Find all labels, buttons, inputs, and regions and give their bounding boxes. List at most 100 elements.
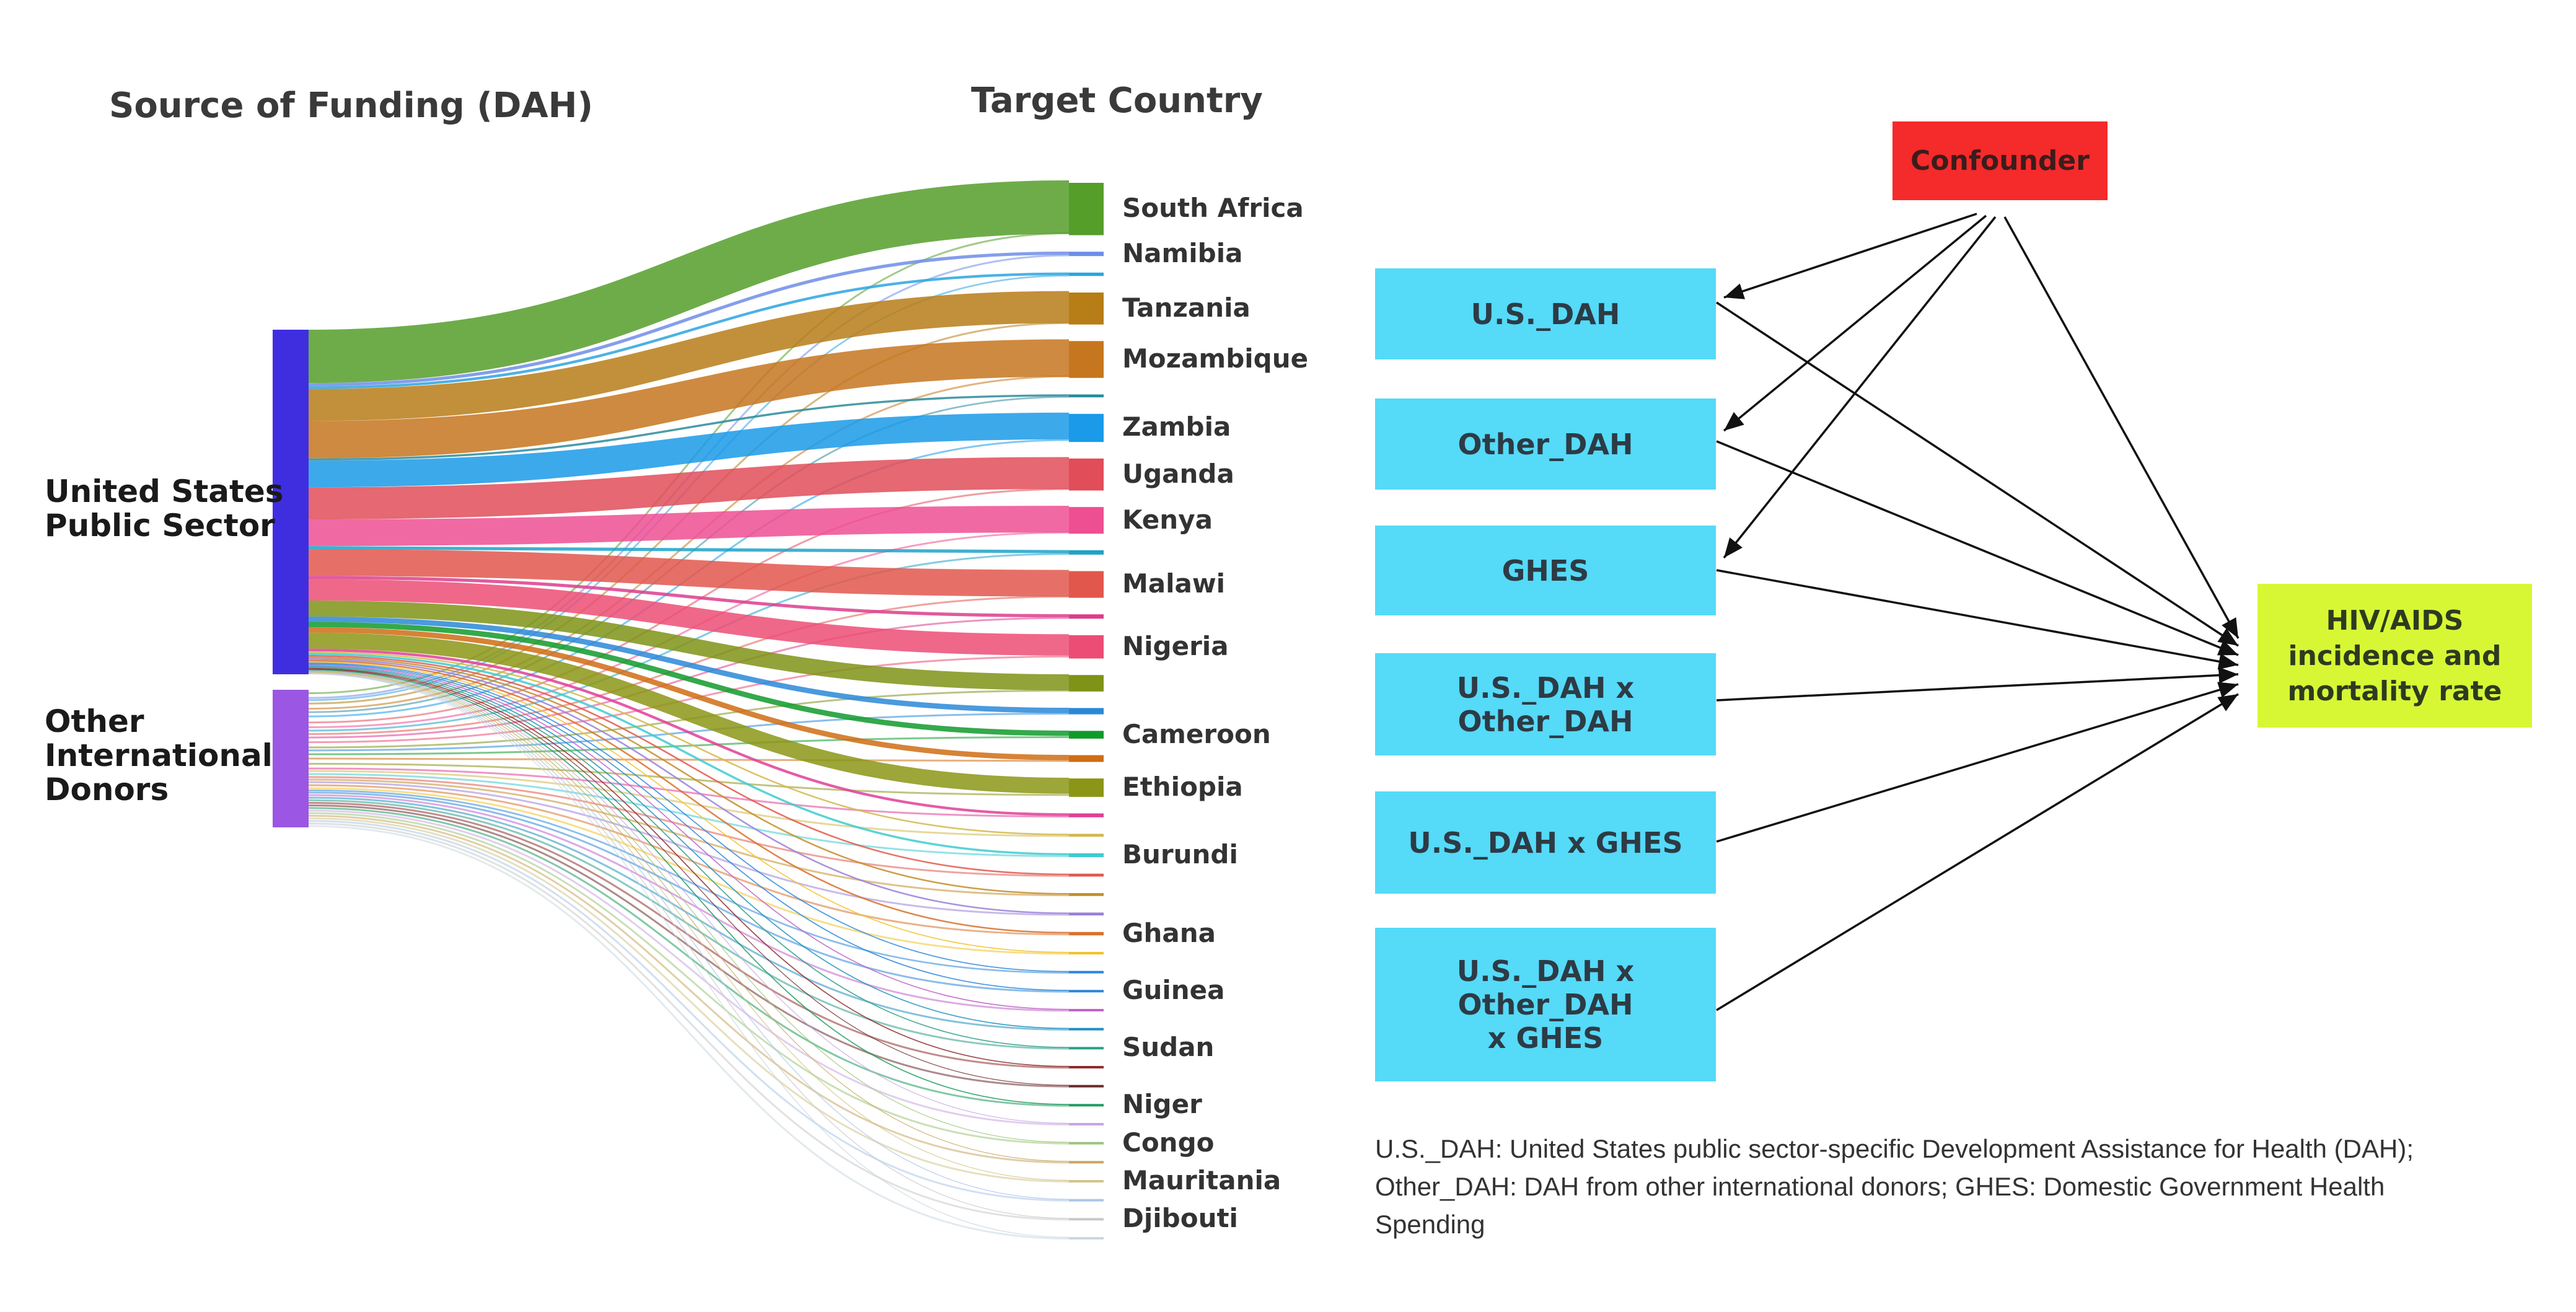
sankey-link-us bbox=[308, 648, 1070, 816]
sankey-link-other bbox=[308, 736, 1070, 755]
sankey-link-other bbox=[308, 655, 1070, 744]
target-label: Niger bbox=[1122, 1089, 1202, 1120]
arrow-confounder-to-otherdah bbox=[1723, 214, 1987, 432]
target-label: Mauritania bbox=[1122, 1165, 1281, 1195]
target-node bbox=[1069, 873, 1104, 877]
sankey-link-other bbox=[308, 531, 1070, 728]
box-usdah-x-ghes: U.S._DAH x GHES bbox=[1375, 791, 1716, 894]
sankey-link-us bbox=[308, 412, 1070, 488]
box-text: U.S._DAH bbox=[1470, 297, 1620, 331]
target-node bbox=[1069, 394, 1104, 398]
sankey-link-other bbox=[308, 812, 1070, 1145]
target-label: Cameroon bbox=[1122, 718, 1271, 749]
target-label: Djibouti bbox=[1122, 1203, 1238, 1234]
target-node bbox=[1069, 550, 1104, 555]
sankey-link-other bbox=[308, 794, 1070, 1012]
target-label: Sudan bbox=[1122, 1032, 1215, 1063]
arrow-confounder-to-usdah bbox=[1723, 213, 1977, 299]
target-node bbox=[1069, 341, 1104, 378]
target-node bbox=[1069, 252, 1104, 257]
sankey-link-us bbox=[308, 546, 1070, 553]
arrow-confounder-to-outcome bbox=[2003, 216, 2240, 639]
outcome-line: incidence and bbox=[2288, 640, 2502, 672]
target-label: South Africa bbox=[1122, 193, 1304, 224]
sankey-link-other bbox=[308, 820, 1070, 1202]
sankey-link-us bbox=[308, 672, 1070, 1200]
target-node bbox=[1069, 1122, 1104, 1125]
sankey-link-us bbox=[308, 632, 1070, 794]
sankey-link-us bbox=[308, 653, 1070, 856]
arrow-usdah-x-otherdah-x-ghes-to-outcome bbox=[1716, 693, 2239, 1011]
sankey-link-other bbox=[308, 807, 1070, 1107]
sankey-link-us bbox=[308, 651, 1070, 835]
sankey-link-us bbox=[308, 672, 1070, 1181]
box-text: U.S._DAH x GHES bbox=[1408, 826, 1683, 860]
box-otherdah: Other_DAH bbox=[1375, 398, 1716, 490]
sankey-link-us bbox=[308, 669, 1070, 1105]
box-text: GHES bbox=[1501, 553, 1589, 588]
sankey-link-us bbox=[308, 663, 1070, 991]
target-node bbox=[1069, 614, 1104, 619]
source-label-line: Other bbox=[45, 703, 144, 739]
sankey-link-other bbox=[308, 784, 1070, 936]
sankey-link-us bbox=[308, 658, 1070, 914]
target-node bbox=[1069, 293, 1104, 325]
sankey-link-us bbox=[308, 666, 1070, 1029]
target-label: Congo bbox=[1122, 1127, 1215, 1158]
sankey-link-us bbox=[308, 291, 1070, 421]
sankey-link-us bbox=[308, 272, 1070, 389]
sankey-link-us bbox=[308, 457, 1070, 520]
arrow-usdah-to-outcome bbox=[1716, 301, 2239, 647]
source-label-line: Donors bbox=[45, 772, 169, 808]
sankey-link-us bbox=[308, 664, 1070, 1010]
target-node bbox=[1069, 1237, 1104, 1239]
target-node bbox=[1069, 731, 1104, 739]
sankey-link-other bbox=[308, 825, 1070, 1239]
box-text-line2: x GHES bbox=[1487, 1021, 1604, 1055]
sankey-link-other bbox=[308, 809, 1070, 1125]
target-node bbox=[1069, 931, 1104, 936]
target-node bbox=[1069, 951, 1104, 954]
sankey-link-us bbox=[308, 180, 1070, 384]
box-usdah-x-otherdah: U.S._DAH x Other_DAH bbox=[1375, 653, 1716, 755]
confounder-box: Confounder bbox=[1892, 121, 2108, 200]
sankey-link-other bbox=[308, 796, 1070, 1031]
target-label: Uganda bbox=[1122, 458, 1234, 489]
sankey-link-other bbox=[308, 762, 1070, 796]
sankey-link-us bbox=[308, 251, 1070, 387]
sankey-link-us bbox=[308, 670, 1070, 1124]
box-usdah-x-otherdah-x-ghes: U.S._DAH x Other_DAH x GHES bbox=[1375, 928, 1716, 1081]
sankey-link-us bbox=[308, 673, 1070, 1238]
target-node bbox=[1069, 755, 1104, 762]
target-heading: Target Country bbox=[971, 81, 1263, 121]
target-node bbox=[1069, 1047, 1104, 1050]
target-node bbox=[1069, 272, 1104, 276]
sankey-link-us bbox=[308, 673, 1070, 1219]
target-label: Malawi bbox=[1122, 568, 1226, 599]
source-node-other bbox=[273, 690, 309, 827]
target-node bbox=[1069, 708, 1104, 715]
sankey-link-other bbox=[308, 757, 1070, 762]
sankey-link-us bbox=[308, 339, 1070, 459]
target-node bbox=[1069, 813, 1104, 817]
sankey-link-us bbox=[308, 659, 1070, 934]
target-node bbox=[1069, 458, 1104, 491]
note-line: U.S._DAH: United States public sector-sp… bbox=[1375, 1134, 2414, 1163]
source-label-line: Public Sector bbox=[45, 508, 275, 544]
source-heading: Source of Funding (DAH) bbox=[109, 86, 594, 126]
sankey-link-other bbox=[308, 781, 1070, 916]
sankey-link-us bbox=[308, 671, 1070, 1143]
sankey-link-us bbox=[308, 661, 1070, 953]
arrow-otherdah-to-outcome bbox=[1716, 440, 2239, 656]
target-label: Tanzania bbox=[1122, 292, 1251, 323]
sankey-link-us bbox=[308, 667, 1070, 1067]
box-text: U.S._DAH x Other_DAH bbox=[1456, 671, 1635, 738]
target-node bbox=[1069, 1028, 1104, 1031]
source-node-us bbox=[273, 330, 309, 674]
box-text-line1: U.S._DAH x Other_DAH bbox=[1456, 954, 1635, 1021]
sankey-link-us bbox=[308, 663, 1070, 972]
note-line: Other_DAH: DAH from other international … bbox=[1375, 1172, 2385, 1201]
target-node bbox=[1069, 1085, 1104, 1088]
target-label: Guinea bbox=[1122, 975, 1225, 1006]
